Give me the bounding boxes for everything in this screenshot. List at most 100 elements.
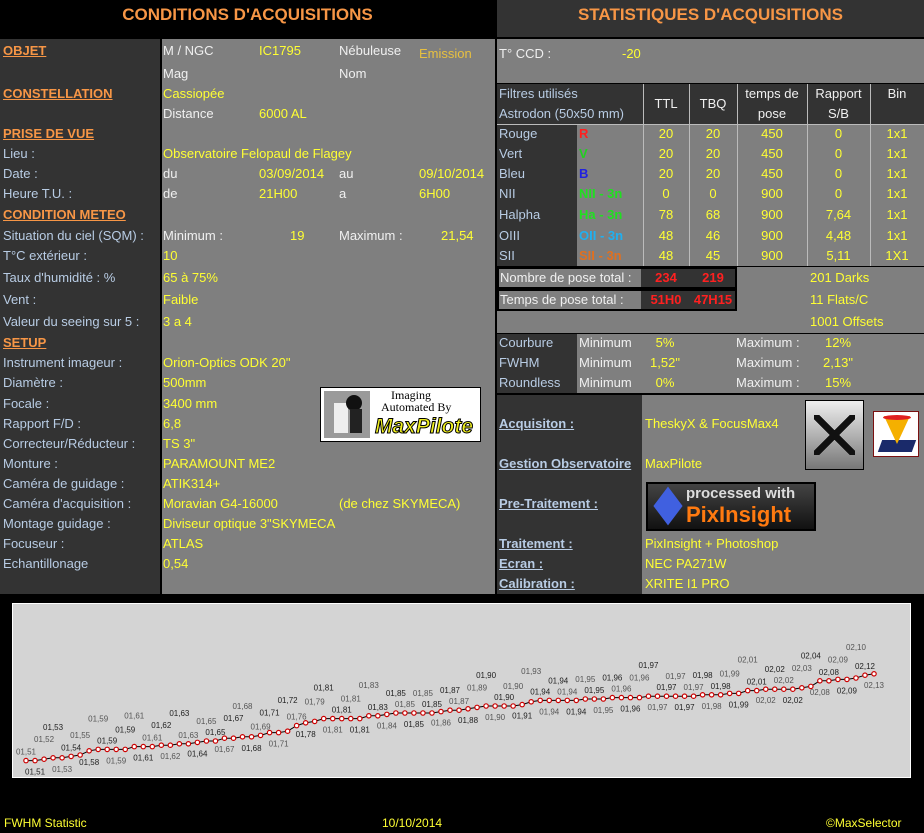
fwhm-data-point [474, 704, 480, 711]
fwhm-data-label: 01,63 [169, 709, 190, 718]
col-header-bin: Bin [887, 86, 907, 101]
fwhm-data-label: 01,67 [214, 745, 235, 754]
fwhm-data-point [59, 755, 65, 761]
fwhm-data-point [347, 715, 354, 722]
fwhm-data-label: 01,95 [593, 706, 614, 715]
fwhm-data-point [456, 707, 462, 714]
fwhm-data-label: 01,69 [251, 722, 272, 731]
fwhm-data-label: 01,83 [359, 681, 380, 690]
fwhm-data-point [564, 697, 571, 704]
setup-label: Focale : [3, 396, 50, 411]
sqm-max-value: 21,54 [441, 228, 474, 243]
filter-code: Ha - 3n [579, 207, 623, 222]
calibration-value: XRITE I1 PRO [645, 576, 730, 591]
fwhm-data-point [744, 687, 751, 694]
fwhm-data-label: 01,67 [223, 714, 244, 723]
fwhm-data-label: 01,93 [521, 667, 542, 676]
fwhm-data-label: 01,81 [350, 726, 371, 735]
fwhm-data-point [131, 743, 138, 750]
filter-tbq: 20 [705, 126, 721, 141]
fwhm-data-point [871, 671, 877, 677]
fwhm-data-point [266, 729, 273, 736]
setup-label: Echantillonage [3, 556, 89, 571]
section-constellation: CONSTELLATION [3, 86, 113, 101]
stat-label: Roundless [499, 375, 561, 390]
fwhm-data-label: 01,81 [332, 706, 353, 715]
stat-max-label: Maximum : [736, 355, 800, 370]
fwhm-data-point [411, 710, 417, 716]
fwhm-data-label: 01,96 [629, 674, 650, 683]
fwhm-data-label: 01,98 [702, 702, 723, 711]
fwhm-data-label: 01,90 [476, 671, 497, 680]
fwhm-data-label: 01,99 [720, 669, 741, 678]
fwhm-data-point [753, 687, 760, 694]
filters-data-bg [577, 124, 924, 266]
filter-ttl: 20 [658, 126, 674, 141]
fwhm-data-label: 01,98 [711, 682, 732, 691]
fwhm-data-point [356, 715, 363, 722]
filter-sb: 5,11 [826, 248, 851, 263]
fwhm-data-label: 01,55 [70, 731, 91, 740]
fwhm-data-point [320, 715, 327, 722]
fwhm-data-label: 01,88 [458, 716, 479, 725]
stat-label: Courbure [499, 335, 554, 350]
setup-label: Caméra de guidage : [3, 476, 125, 491]
fwhm-data-label: 02,02 [774, 676, 795, 685]
stat-min-label: Minimum [579, 375, 632, 390]
section-objet: OBJET [3, 43, 47, 58]
fwhm-data-point [573, 697, 580, 704]
fwhm-data-point [862, 672, 868, 679]
fwhm-data-point [690, 693, 697, 700]
pixinsight-cube-icon [653, 486, 683, 526]
filter-name: Vert [499, 146, 523, 161]
filter-code: OII - 3n [579, 228, 624, 243]
stats-label-column [497, 334, 577, 393]
au-label: au [339, 166, 354, 181]
fwhm-data-point [212, 738, 219, 744]
fwhm-data-point [302, 720, 309, 726]
maxpilote-logo-brand: MaxPilote [374, 415, 474, 439]
fwhm-data-point [762, 686, 769, 693]
fwhm-data-label: 01,90 [494, 693, 515, 702]
link-acquisition[interactable]: Acquisiton : [499, 416, 575, 431]
setup-label: Rapport F/D : [3, 416, 82, 431]
filter-tbq: 45 [705, 248, 721, 263]
fwhm-data-point [248, 734, 255, 740]
fwhm-data-point [627, 694, 634, 701]
theskyx-logo-icon [805, 400, 864, 470]
fwhm-data-point [844, 676, 850, 683]
link-calibration[interactable]: Calibration : [499, 576, 575, 591]
fwhm-data-label: 01,97 [666, 672, 687, 681]
setup-value: ATLAS [163, 536, 204, 551]
fwhm-data-label: 01,90 [485, 713, 506, 722]
footer-copyright: ©MaxSelector [826, 816, 902, 830]
link-pre-traitement[interactable]: Pre-Traitement : [499, 496, 598, 511]
fwhm-data-label: 01,90 [503, 682, 524, 691]
fwhm-data-label: 01,85 [422, 700, 443, 709]
traitement-value: PixInsight + Photoshop [645, 536, 779, 551]
fwhm-data-label: 02,04 [801, 651, 822, 660]
sqm-max-label: Maximum : [339, 228, 403, 243]
fwhm-data-label: 01,95 [584, 686, 605, 695]
nebuleuse-value: Emission [419, 46, 472, 61]
filter-bin: 1x1 [886, 207, 908, 222]
link-traitement[interactable]: Traitement : [499, 536, 573, 551]
ccd-row [497, 39, 924, 83]
link-gestion-observatoire[interactable]: Gestion Observatoire [499, 456, 632, 471]
link-ecran[interactable]: Ecran : [499, 556, 544, 571]
fwhm-data-point [591, 696, 598, 702]
fwhm-data-point [438, 708, 444, 715]
flats: 11 Flats/C [810, 292, 869, 307]
stat-max: 15% [824, 375, 852, 390]
fwhm-data-point [50, 755, 56, 761]
fwhm-data-label: 01,51 [16, 748, 37, 757]
nom-label: Nom [339, 66, 367, 81]
fwhm-data-label: 01,61 [124, 712, 145, 721]
fwhm-data-point [366, 713, 372, 719]
fwhm-data-label: 01,68 [232, 702, 253, 711]
fwhm-data-label: 01,59 [97, 736, 118, 745]
fwhm-data-label: 01,81 [314, 684, 335, 693]
filter-sb: 0 [834, 186, 843, 201]
fwhm-data-label: 01,96 [602, 674, 623, 683]
fwhm-data-label: 02,03 [792, 664, 813, 673]
